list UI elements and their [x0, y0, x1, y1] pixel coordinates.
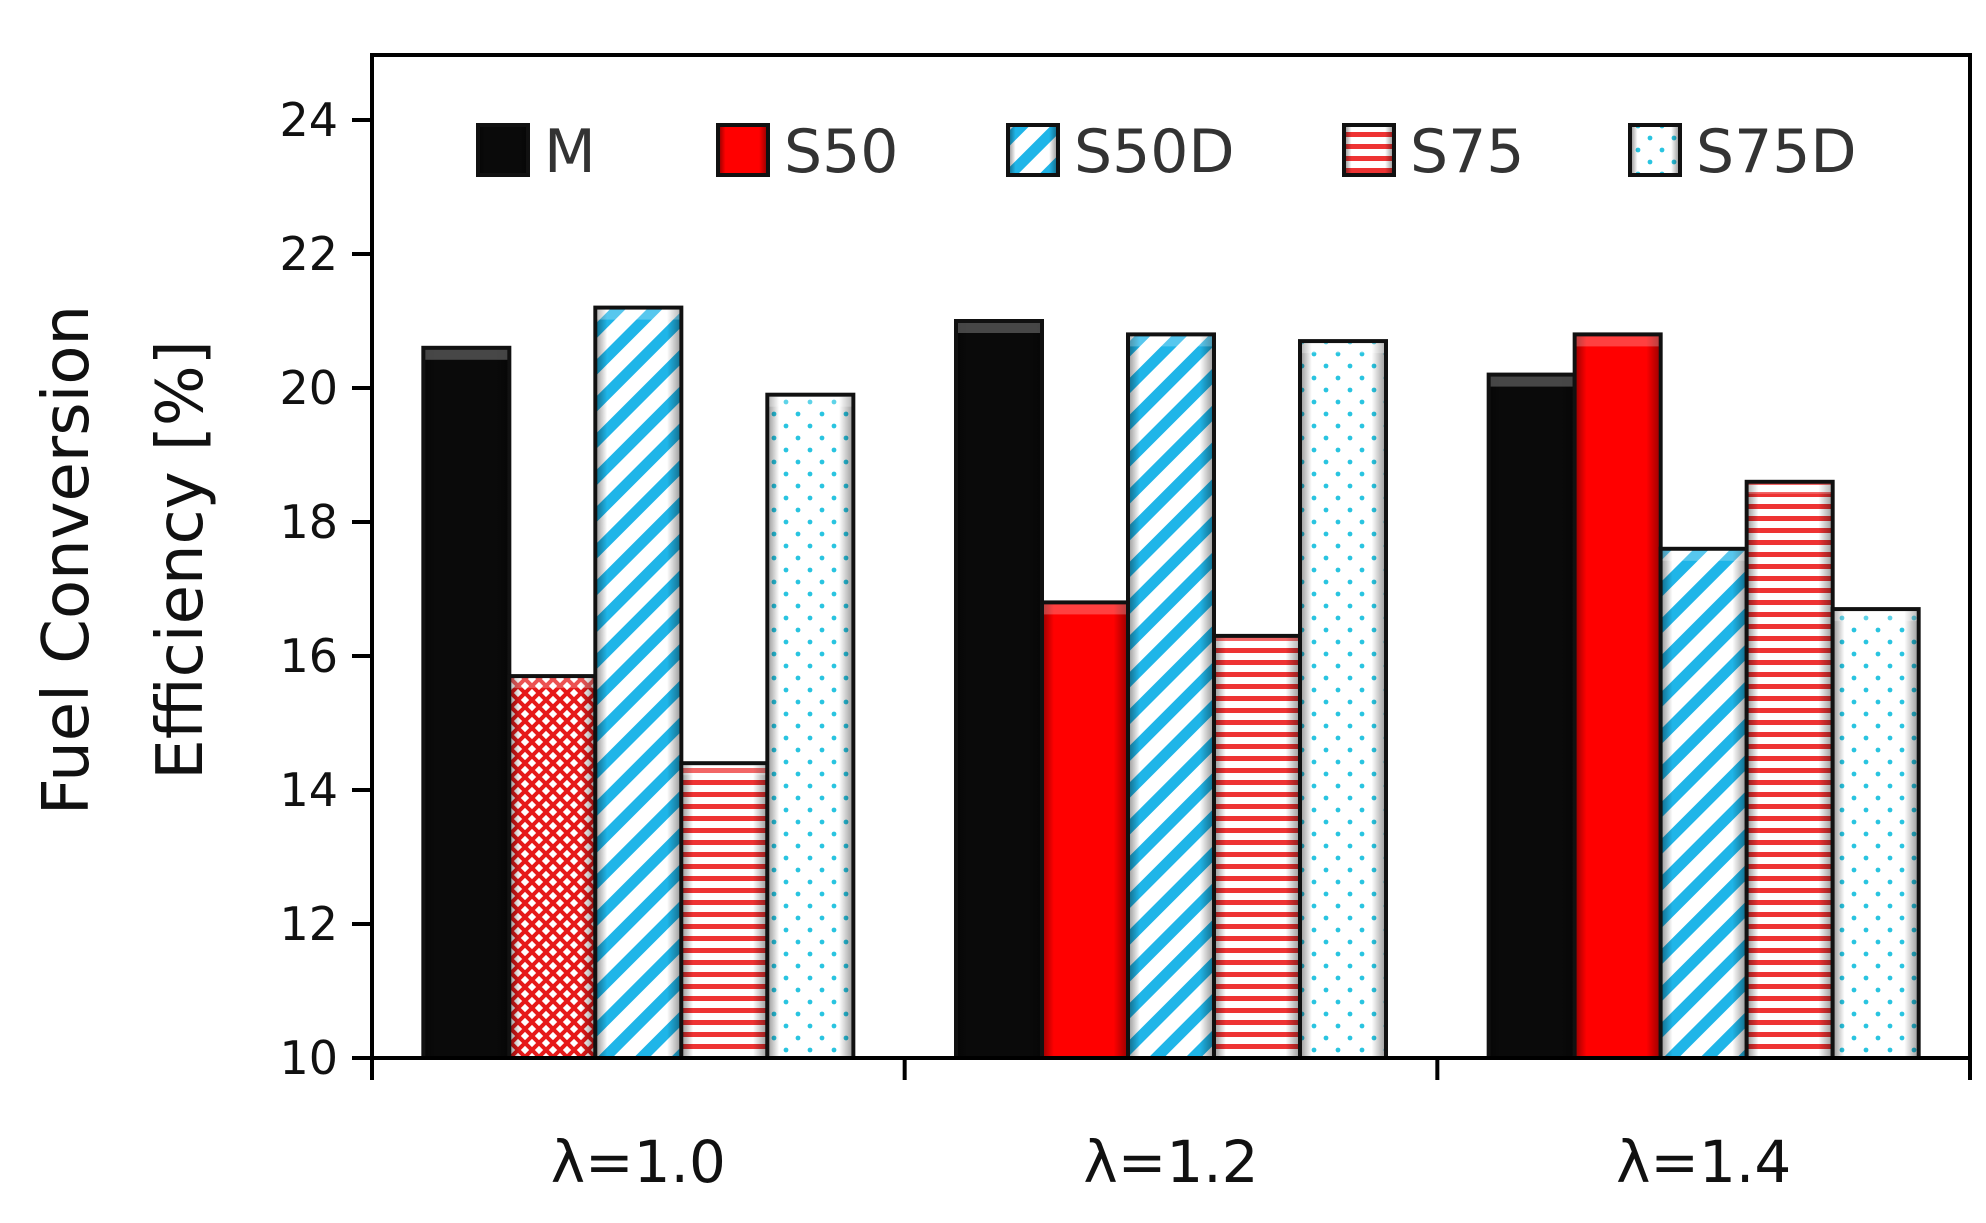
bar-highlight [425, 349, 508, 360]
bar-highlight [1130, 336, 1212, 347]
legend-swatch-shading [720, 127, 766, 173]
bar-fill [954, 319, 1044, 1060]
legend-label: S50 [784, 117, 898, 187]
bar-s75d-1 [765, 392, 856, 1060]
x-category-label: λ=1.2 [1083, 1128, 1258, 1196]
bar-fill [1830, 607, 1921, 1060]
bar-s50d-1 [593, 305, 684, 1061]
legend-item-s75d: S75D [1628, 117, 1857, 187]
y-tick-label: 24 [279, 93, 338, 147]
bar-fill [421, 345, 512, 1060]
bar-highlight [683, 765, 766, 776]
y-tick-label: 18 [279, 495, 338, 549]
bars-group [421, 305, 1921, 1061]
legend-swatch-shading [1632, 127, 1678, 173]
legend-swatch-shading [480, 127, 526, 173]
x-category-label: λ=1.4 [1616, 1128, 1791, 1196]
legend: M S50 S50D S75 S75D [476, 117, 1857, 187]
legend-label: S50D [1074, 117, 1235, 187]
y-tick-label: 14 [279, 763, 338, 817]
bar-m-2 [954, 319, 1044, 1060]
y-tick-label: 22 [279, 227, 338, 281]
bar-fill [593, 305, 684, 1061]
bar-highlight [958, 323, 1040, 333]
bar-fill [1486, 372, 1577, 1061]
y-tick-label: 12 [279, 897, 338, 951]
y-axis-title-line-2: Efficiency [%] [144, 340, 218, 779]
bar-s50-3 [1572, 332, 1663, 1060]
bar-s75d-3 [1830, 607, 1921, 1060]
bar-highlight [1216, 637, 1298, 648]
legend-label: S75 [1410, 117, 1524, 187]
legend-swatch-shading [1010, 127, 1056, 173]
bar-fill [1298, 339, 1388, 1061]
y-tick-label: 10 [279, 1031, 338, 1085]
bar-highlight [769, 396, 852, 407]
bar-fill [1040, 600, 1130, 1061]
bar-highlight [1834, 611, 1917, 622]
legend-swatch-shading [1346, 127, 1392, 173]
bar-fill [1126, 332, 1216, 1060]
bar-fill [1212, 633, 1302, 1061]
legend-item-s50: S50 [716, 117, 898, 187]
bar-highlight [511, 678, 594, 689]
bar-fill [765, 392, 856, 1060]
bar-m-3 [1486, 372, 1577, 1061]
y-tick-label: 16 [279, 629, 338, 683]
y-axis-title: Fuel Conversion Efficiency [%] [30, 305, 218, 815]
bar-s50d-2 [1126, 332, 1216, 1060]
bar-highlight [1748, 483, 1831, 494]
bar-highlight [597, 309, 680, 320]
bar-highlight [1576, 336, 1659, 347]
bar-highlight [1044, 604, 1126, 615]
bar-highlight [1490, 376, 1573, 387]
bar-fill [679, 761, 770, 1060]
y-tick-label: 20 [279, 361, 338, 415]
bar-s50d-3 [1658, 546, 1749, 1060]
bar-s75-3 [1744, 479, 1835, 1060]
bar-s50-1 [507, 674, 598, 1060]
bar-m-1 [421, 345, 512, 1060]
y-axis-title-line-1: Fuel Conversion [30, 305, 104, 815]
x-category-label: λ=1.0 [551, 1128, 726, 1196]
legend-label: M [544, 117, 596, 187]
bar-highlight [1302, 343, 1384, 354]
bar-fill [1658, 546, 1749, 1060]
bar-s75-1 [679, 761, 770, 1060]
bar-fill [507, 674, 598, 1060]
axes-group: 10 12 14 16 18 20 22 24 λ=1.0 λ=1.2 λ=1.4 [279, 53, 1972, 1196]
bar-s75-2 [1212, 633, 1302, 1061]
legend-item-s75: S75 [1342, 117, 1524, 187]
legend-item-m: M [476, 117, 596, 187]
legend-item-s50d: S50D [1006, 117, 1235, 187]
bar-highlight [1662, 550, 1745, 561]
legend-label: S75D [1696, 117, 1857, 187]
plot-frame [370, 53, 1972, 1060]
bar-fill [1572, 332, 1663, 1060]
bar-s50-2 [1040, 600, 1130, 1061]
bar-fill [1744, 479, 1835, 1060]
bar-s75d-2 [1298, 339, 1388, 1061]
